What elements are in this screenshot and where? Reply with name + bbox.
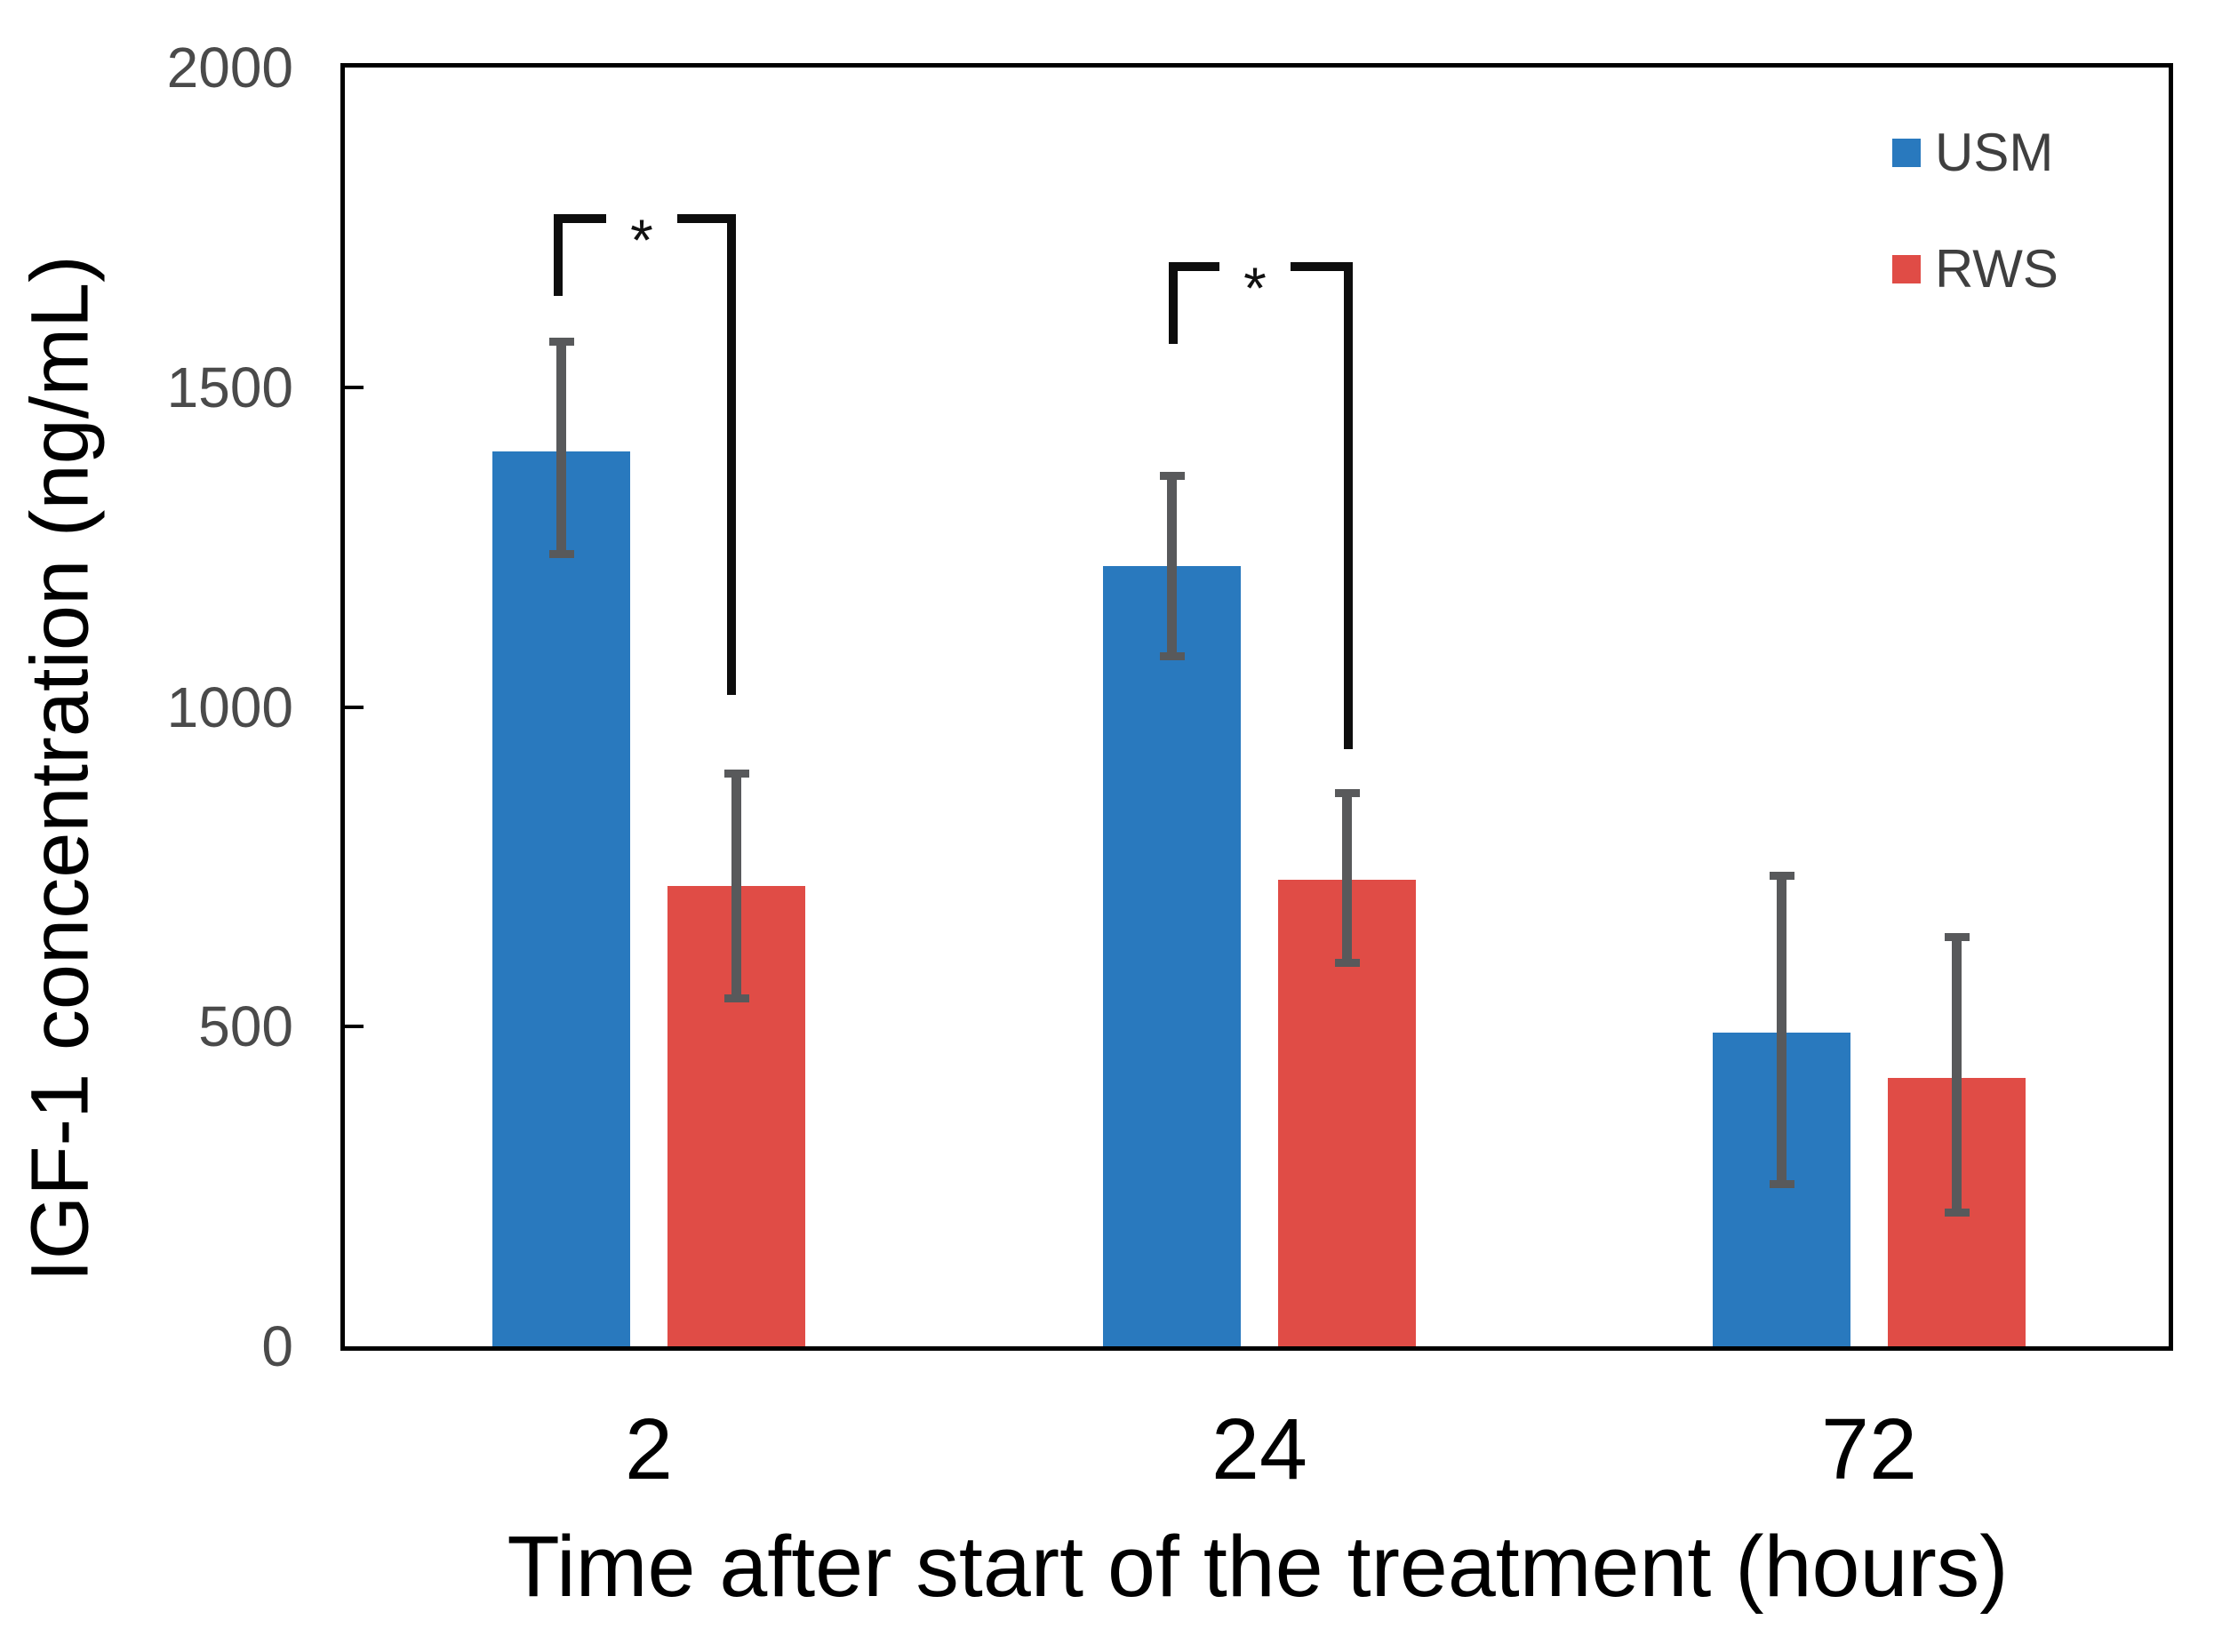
error-bar-cap-bottom bbox=[1334, 959, 1360, 968]
legend-swatch-rws bbox=[1892, 255, 1921, 283]
sig-bracket-left-vertical bbox=[1169, 262, 1178, 344]
y-tick-mark bbox=[345, 705, 364, 709]
error-bar-cap-bottom bbox=[1769, 1179, 1794, 1188]
sig-bracket-right-vertical bbox=[727, 214, 736, 695]
error-bar-line bbox=[1167, 476, 1177, 656]
error-bar-cap-top bbox=[1769, 872, 1794, 881]
legend-swatch-usm bbox=[1892, 139, 1921, 167]
y-tick-label: 1000 bbox=[166, 674, 293, 739]
x-axis-title: Time after start of the treatment (hours… bbox=[507, 1518, 2009, 1615]
sig-bracket-top-left bbox=[1169, 262, 1219, 271]
error-bar-cap-top bbox=[1944, 932, 1970, 941]
legend-label-usm: USM bbox=[1935, 123, 2054, 182]
x-tick-label: 24 bbox=[1211, 1401, 1307, 1497]
sig-bracket-left-vertical bbox=[554, 214, 563, 296]
y-tick-mark bbox=[345, 385, 364, 389]
error-bar-cap-bottom bbox=[548, 549, 574, 558]
significance-star: * bbox=[630, 207, 653, 273]
error-bar-cap-top bbox=[1159, 472, 1185, 481]
error-bar-cap-top bbox=[548, 338, 574, 347]
error-bar-cap-bottom bbox=[1159, 651, 1185, 660]
y-tick-label: 1500 bbox=[166, 355, 293, 419]
error-bar-line bbox=[556, 342, 566, 554]
plot-area bbox=[340, 63, 2173, 1351]
error-bar-line bbox=[1342, 793, 1352, 963]
y-tick-label: 0 bbox=[261, 1314, 293, 1378]
sig-bracket-top-left bbox=[554, 214, 606, 223]
y-tick-label: 2000 bbox=[166, 36, 293, 100]
error-bar-cap-top bbox=[723, 770, 749, 778]
error-bar-cap-bottom bbox=[1944, 1208, 1970, 1217]
bar-usm-24h bbox=[1103, 566, 1241, 1346]
error-bar-line bbox=[1777, 876, 1786, 1184]
x-tick-label: 72 bbox=[1821, 1401, 1917, 1497]
legend-label-rws: RWS bbox=[1935, 239, 2058, 299]
sig-bracket-top-right bbox=[677, 214, 736, 223]
x-tick-label: 2 bbox=[625, 1401, 673, 1497]
error-bar-cap-top bbox=[1334, 788, 1360, 797]
y-tick-mark bbox=[345, 1025, 364, 1029]
bar-usm-2h bbox=[492, 451, 630, 1346]
y-tick-label: 500 bbox=[198, 994, 293, 1059]
error-bar-line bbox=[1952, 937, 1962, 1212]
significance-star: * bbox=[1243, 255, 1267, 321]
sig-bracket-right-vertical bbox=[1344, 262, 1353, 749]
error-bar-cap-bottom bbox=[723, 994, 749, 1002]
error-bar-line bbox=[731, 774, 741, 998]
sig-bracket-top-right bbox=[1291, 262, 1353, 271]
